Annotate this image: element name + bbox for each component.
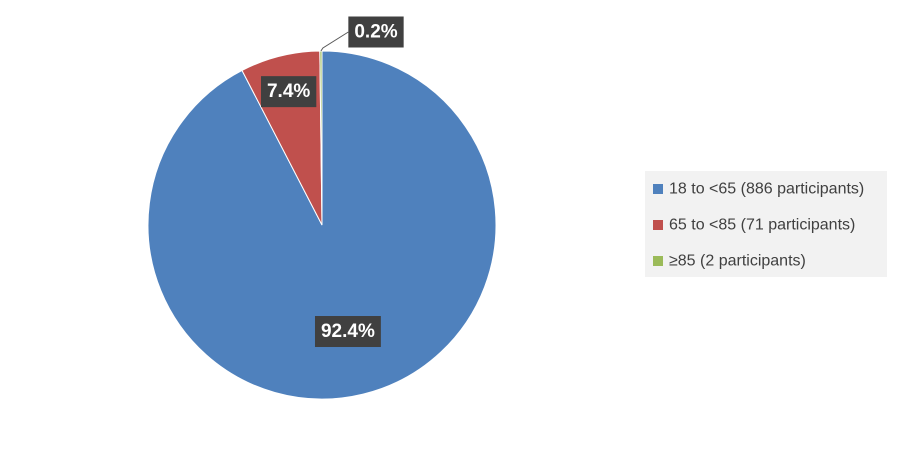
legend-swatch-1	[653, 184, 663, 194]
legend-background	[645, 171, 887, 277]
data-label-text-3: 0.2%	[354, 22, 397, 43]
data-label-1: 92.4%	[314, 316, 381, 348]
data-label-3: 0.2%	[348, 16, 404, 48]
data-label-text-1: 92.4%	[321, 321, 375, 342]
legend-label-3: ≥85 (2 participants)	[669, 253, 806, 270]
legend-swatch-2	[653, 220, 663, 230]
leader-lines	[320, 31, 349, 52]
legend-label-1: 18 to <65 (886 participants)	[669, 181, 864, 198]
data-label-box-1	[314, 316, 381, 348]
data-label-box-2	[260, 76, 317, 108]
leader-line-3	[320, 31, 349, 52]
data-label-box-3	[348, 16, 404, 48]
data-label-2: 7.4%	[260, 76, 317, 108]
legend-label-2: 65 to <85 (71 participants)	[669, 217, 855, 234]
data-label-text-2: 7.4%	[267, 81, 310, 102]
legend: 18 to <65 (886 participants) 65 to <85 (7…	[645, 171, 887, 277]
data-labels: 92.4% 7.4% 0.2%	[260, 16, 404, 348]
legend-swatch-3	[653, 256, 663, 266]
